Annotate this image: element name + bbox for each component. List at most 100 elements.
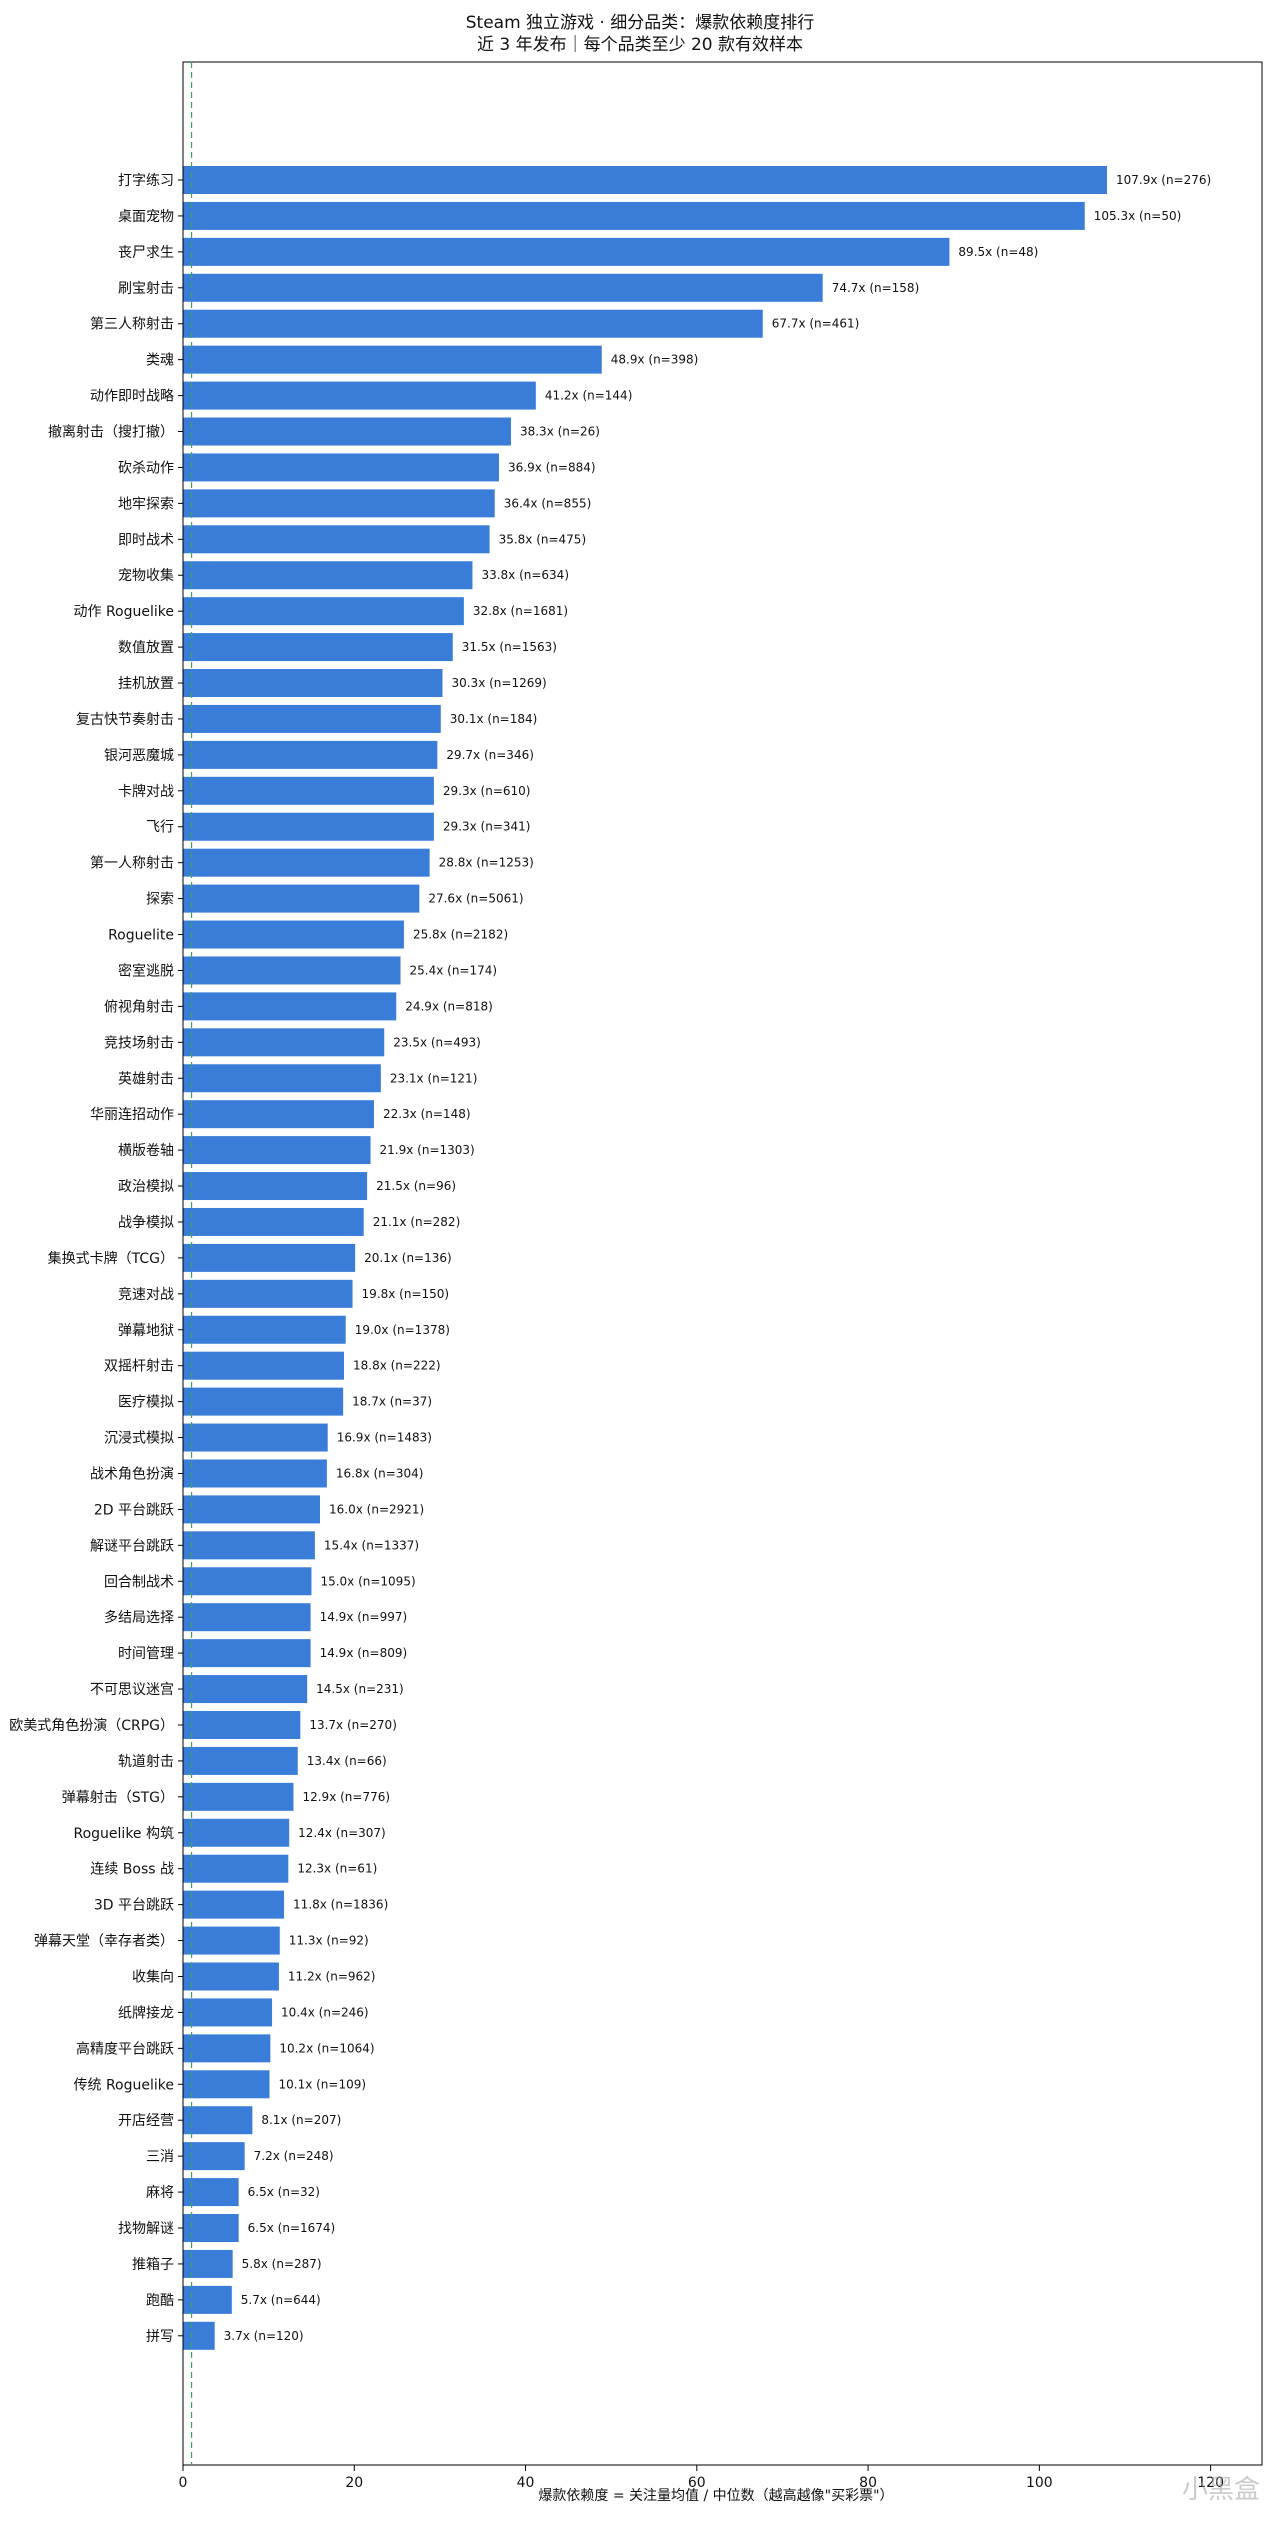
- data-label: 21.9x (n=1303): [380, 1143, 475, 1157]
- category-label: 宠物收集: [118, 567, 174, 584]
- category-label: 双摇杆射击: [104, 1359, 174, 1375]
- bar: [183, 597, 464, 626]
- bar: [183, 1351, 344, 1380]
- data-label: 10.1x (n=109): [278, 2077, 366, 2091]
- bar: [183, 1603, 311, 1632]
- data-label: 7.2x (n=248): [254, 2149, 334, 2163]
- data-label: 25.8x (n=2182): [413, 928, 508, 942]
- category-label: 地牢探索: [118, 495, 174, 512]
- bar: [183, 1136, 371, 1165]
- category-label: 第三人称射击: [90, 316, 174, 333]
- data-label: 107.9x (n=276): [1116, 173, 1211, 187]
- data-label: 11.2x (n=962): [288, 1970, 376, 1984]
- data-label: 19.0x (n=1378): [355, 1323, 450, 1337]
- data-label: 23.1x (n=121): [390, 1071, 478, 1085]
- bar: [183, 2106, 253, 2135]
- bar: [183, 1782, 294, 1811]
- category-label: 探索: [146, 891, 174, 908]
- bar: [183, 812, 434, 841]
- x-tick-label: 120: [1197, 2475, 1224, 2491]
- bar: [183, 417, 511, 446]
- category-label: 政治模拟: [118, 1179, 174, 1195]
- bar: [183, 1495, 321, 1524]
- data-label: 31.5x (n=1563): [462, 640, 557, 654]
- bar: [183, 2214, 239, 2243]
- category-label: 麻将: [146, 2185, 174, 2201]
- bar: [183, 1315, 346, 1344]
- data-label: 67.7x (n=461): [772, 317, 860, 331]
- data-label: 32.8x (n=1681): [473, 604, 568, 618]
- category-label: 卡牌对战: [118, 783, 174, 800]
- data-label: 29.7x (n=346): [446, 748, 534, 762]
- bar: [183, 309, 763, 338]
- bar: [183, 1818, 290, 1847]
- bar: [183, 1243, 356, 1272]
- data-label: 3.7x (n=120): [224, 2329, 304, 2343]
- data-label: 16.8x (n=304): [336, 1466, 424, 1480]
- bar: [183, 2070, 270, 2099]
- data-label: 13.7x (n=270): [309, 1718, 397, 1732]
- data-label: 14.5x (n=231): [316, 1682, 404, 1696]
- data-label: 18.7x (n=37): [352, 1395, 432, 1409]
- bar: [183, 2285, 232, 2314]
- data-label: 21.5x (n=96): [376, 1179, 456, 1193]
- bar: [183, 1531, 315, 1560]
- data-label: 5.7x (n=644): [241, 2293, 321, 2307]
- x-tick-label: 80: [859, 2475, 877, 2491]
- category-label: 集换式卡牌（TCG）: [48, 1250, 174, 1267]
- bar: [183, 633, 453, 662]
- bars-group: 打字练习 107.9x (n=276) 桌面宠物 105.3x (n=50) 丧尸求生 8…: [9, 166, 1211, 2350]
- data-label: 74.7x (n=158): [832, 281, 920, 295]
- category-label: 2D 平台跳跃: [94, 1502, 174, 1518]
- chart-subtitle: 近 3 年发布｜每个品类至少 20 款有效样本: [477, 35, 803, 55]
- category-label: 纸牌接龙: [118, 2004, 174, 2021]
- bar: [183, 1279, 353, 1308]
- x-tick-label: 20: [345, 2475, 363, 2491]
- data-label: 36.4x (n=855): [504, 496, 592, 510]
- data-label: 5.8x (n=287): [242, 2257, 322, 2271]
- category-label: 挂机放置: [118, 676, 174, 692]
- category-label: 弹幕射击（STG）: [62, 1790, 174, 1806]
- data-label: 35.8x (n=475): [499, 532, 587, 546]
- category-label: 传统 Roguelike: [74, 2077, 175, 2093]
- x-tick-label: 100: [1026, 2475, 1053, 2491]
- data-label: 25.4x (n=174): [410, 963, 498, 977]
- category-label: 竞技场射击: [104, 1034, 174, 1051]
- bar: [183, 1675, 308, 1704]
- data-label: 11.3x (n=92): [289, 1934, 369, 1948]
- bar: [183, 1998, 273, 2027]
- data-label: 22.3x (n=148): [383, 1107, 471, 1121]
- bar: [183, 525, 490, 554]
- data-label: 10.2x (n=1064): [279, 2041, 374, 2055]
- bar: [183, 561, 473, 590]
- category-label: 轨道射击: [118, 1754, 174, 1770]
- data-label: 27.6x (n=5061): [428, 892, 523, 906]
- data-label: 24.9x (n=818): [405, 999, 493, 1013]
- category-label: 弹幕天堂（幸存者类）: [34, 1934, 174, 1950]
- watermark-logo: 小黑盒: [1181, 2475, 1260, 2505]
- category-label: 刷宝射击: [118, 281, 174, 297]
- data-label: 38.3x (n=26): [520, 425, 600, 439]
- category-label: 找物解谜: [118, 2221, 174, 2237]
- bar: [183, 1423, 328, 1452]
- category-label: 横版卷轴: [118, 1143, 174, 1159]
- data-label: 12.9x (n=776): [302, 1790, 390, 1804]
- data-label: 30.3x (n=1269): [451, 676, 546, 690]
- category-label: 第一人称射击: [90, 855, 174, 872]
- bar: [183, 166, 1108, 194]
- category-label: 高精度平台跳跃: [76, 2040, 174, 2057]
- category-label: 时间管理: [118, 1646, 174, 1662]
- bar: [183, 2142, 245, 2171]
- bar: [183, 1567, 312, 1596]
- category-label: 竞速对战: [118, 1286, 174, 1303]
- bar: [183, 2178, 239, 2207]
- data-label: 89.5x (n=48): [958, 245, 1038, 259]
- data-label: 15.0x (n=1095): [320, 1574, 415, 1588]
- data-label: 105.3x (n=50): [1094, 209, 1182, 223]
- category-label: 桌面宠物: [118, 209, 174, 225]
- x-axis-label: 爆款依赖度 = 关注量均值 / 中位数（越高越像"买彩票"）: [538, 2487, 893, 2504]
- bar: [183, 381, 536, 410]
- category-label: 解谜平台跳跃: [90, 1538, 174, 1554]
